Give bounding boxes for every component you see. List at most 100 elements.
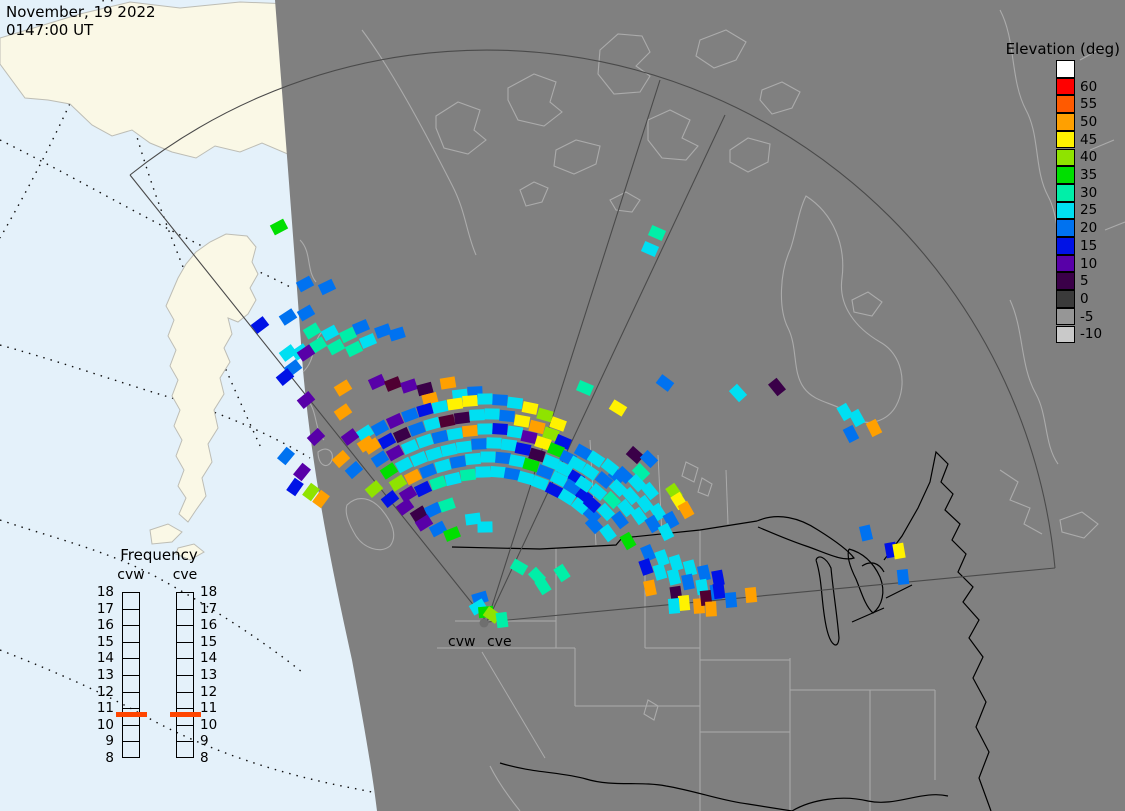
data-tile (652, 563, 668, 581)
data-tile (355, 424, 375, 442)
colorbar-tick-label: -10 (1080, 326, 1103, 343)
data-tile (400, 378, 418, 394)
data-tile (499, 409, 515, 423)
colorbar-swatch (1056, 201, 1075, 220)
data-tile (582, 505, 602, 525)
data-tile (616, 498, 636, 518)
data-tile (541, 454, 561, 470)
data-tile (400, 438, 420, 456)
data-tile (434, 458, 452, 474)
data-tile (455, 440, 473, 454)
frequency-scale-cell (177, 610, 193, 627)
frequency-scale-cell (177, 626, 193, 643)
data-tile (438, 414, 456, 428)
data-tile (367, 373, 387, 391)
frequency-tick-label-right: 8 (200, 750, 209, 766)
data-tile (477, 423, 493, 435)
frequency-tick-label-right: 18 (200, 584, 218, 600)
data-tile (370, 419, 390, 437)
data-tile (492, 423, 508, 435)
frequency-tick-label-left: 10 (96, 716, 114, 733)
frequency-tick-label-right: 14 (200, 650, 218, 667)
data-tile (619, 531, 637, 551)
data-tile (379, 462, 399, 480)
data-tile (388, 326, 406, 342)
data-tile (464, 512, 482, 526)
data-tile (296, 304, 316, 322)
data-tile (449, 455, 467, 469)
frequency-tick-label-right: 15 (200, 633, 218, 650)
data-tile (657, 522, 675, 542)
data-tile (608, 399, 628, 417)
data-tile (768, 377, 786, 397)
colorbar-tick-label: 30 (1080, 184, 1098, 201)
radar-label-cve: cve (487, 634, 512, 650)
data-tile (744, 586, 758, 604)
frequency-marker (116, 712, 147, 718)
data-tile (549, 470, 569, 488)
data-tile (414, 514, 434, 532)
data-tile (377, 432, 397, 450)
data-tile (536, 464, 554, 480)
data-tile (728, 383, 748, 403)
data-tile (295, 275, 315, 293)
data-tile (514, 442, 532, 456)
colorbar-tick-label: 20 (1080, 220, 1098, 237)
colorbar-tick-label: -5 (1080, 308, 1094, 325)
frequency-column-header-cve: cve (172, 567, 198, 583)
colorbar-tick-label: 10 (1080, 255, 1098, 272)
data-tile (528, 419, 546, 435)
frequency-scale-column (122, 592, 140, 758)
data-tile (250, 316, 270, 334)
data-tile (344, 340, 364, 358)
data-tile (440, 443, 458, 457)
colorbar-tick-label: 5 (1080, 273, 1089, 290)
data-tile (475, 466, 491, 478)
colorbar-swatch (1056, 95, 1075, 114)
date-text: November, 19 2022 (6, 3, 156, 21)
data-tile (296, 344, 316, 362)
data-tile (542, 426, 560, 442)
data-tile (509, 558, 529, 576)
colorbar-tick-label: 50 (1080, 113, 1098, 130)
data-tile (385, 444, 405, 462)
data-tile (269, 218, 289, 236)
data-tile (677, 500, 695, 520)
data-tile (423, 501, 443, 519)
colorbar-swatch (1056, 290, 1075, 308)
data-tile (453, 411, 471, 425)
data-tile (500, 438, 518, 452)
frequency-tick-label-left: 8 (105, 750, 114, 766)
data-tile (644, 514, 662, 534)
data-tile (333, 403, 353, 421)
frequency-marker (170, 712, 201, 718)
data-tile (388, 474, 408, 492)
data-tile (302, 322, 322, 340)
frequency-scale-cell (123, 726, 139, 743)
data-tile (567, 455, 587, 473)
data-tile (320, 324, 340, 342)
frequency-column-header-cvw: cvw (117, 567, 145, 583)
data-tile (471, 438, 487, 450)
colorbar-swatch (1056, 130, 1075, 149)
data-tile (570, 497, 590, 515)
data-tile (446, 397, 464, 411)
frequency-scale-cell (123, 610, 139, 627)
frequency-tick-label-left: 11 (96, 700, 114, 717)
frequency-tick-label-right: 16 (200, 617, 218, 634)
data-tile (431, 429, 449, 445)
data-tile (848, 408, 866, 428)
data-tile (302, 482, 320, 502)
data-tile (625, 445, 645, 465)
data-tile (639, 543, 657, 563)
daylit-land (0, 1, 291, 561)
frequency-scale-cell (123, 742, 139, 759)
colorbar-swatch (1056, 219, 1075, 237)
frequency-scale-cell (123, 593, 139, 610)
frequency-scale-cell (123, 709, 139, 726)
timestamp: November, 19 2022 0147:00 UT (6, 3, 156, 39)
colorbar-swatch (1056, 272, 1075, 291)
radar-site-dot (479, 618, 489, 628)
data-tile (364, 479, 384, 499)
data-tile (712, 582, 726, 600)
